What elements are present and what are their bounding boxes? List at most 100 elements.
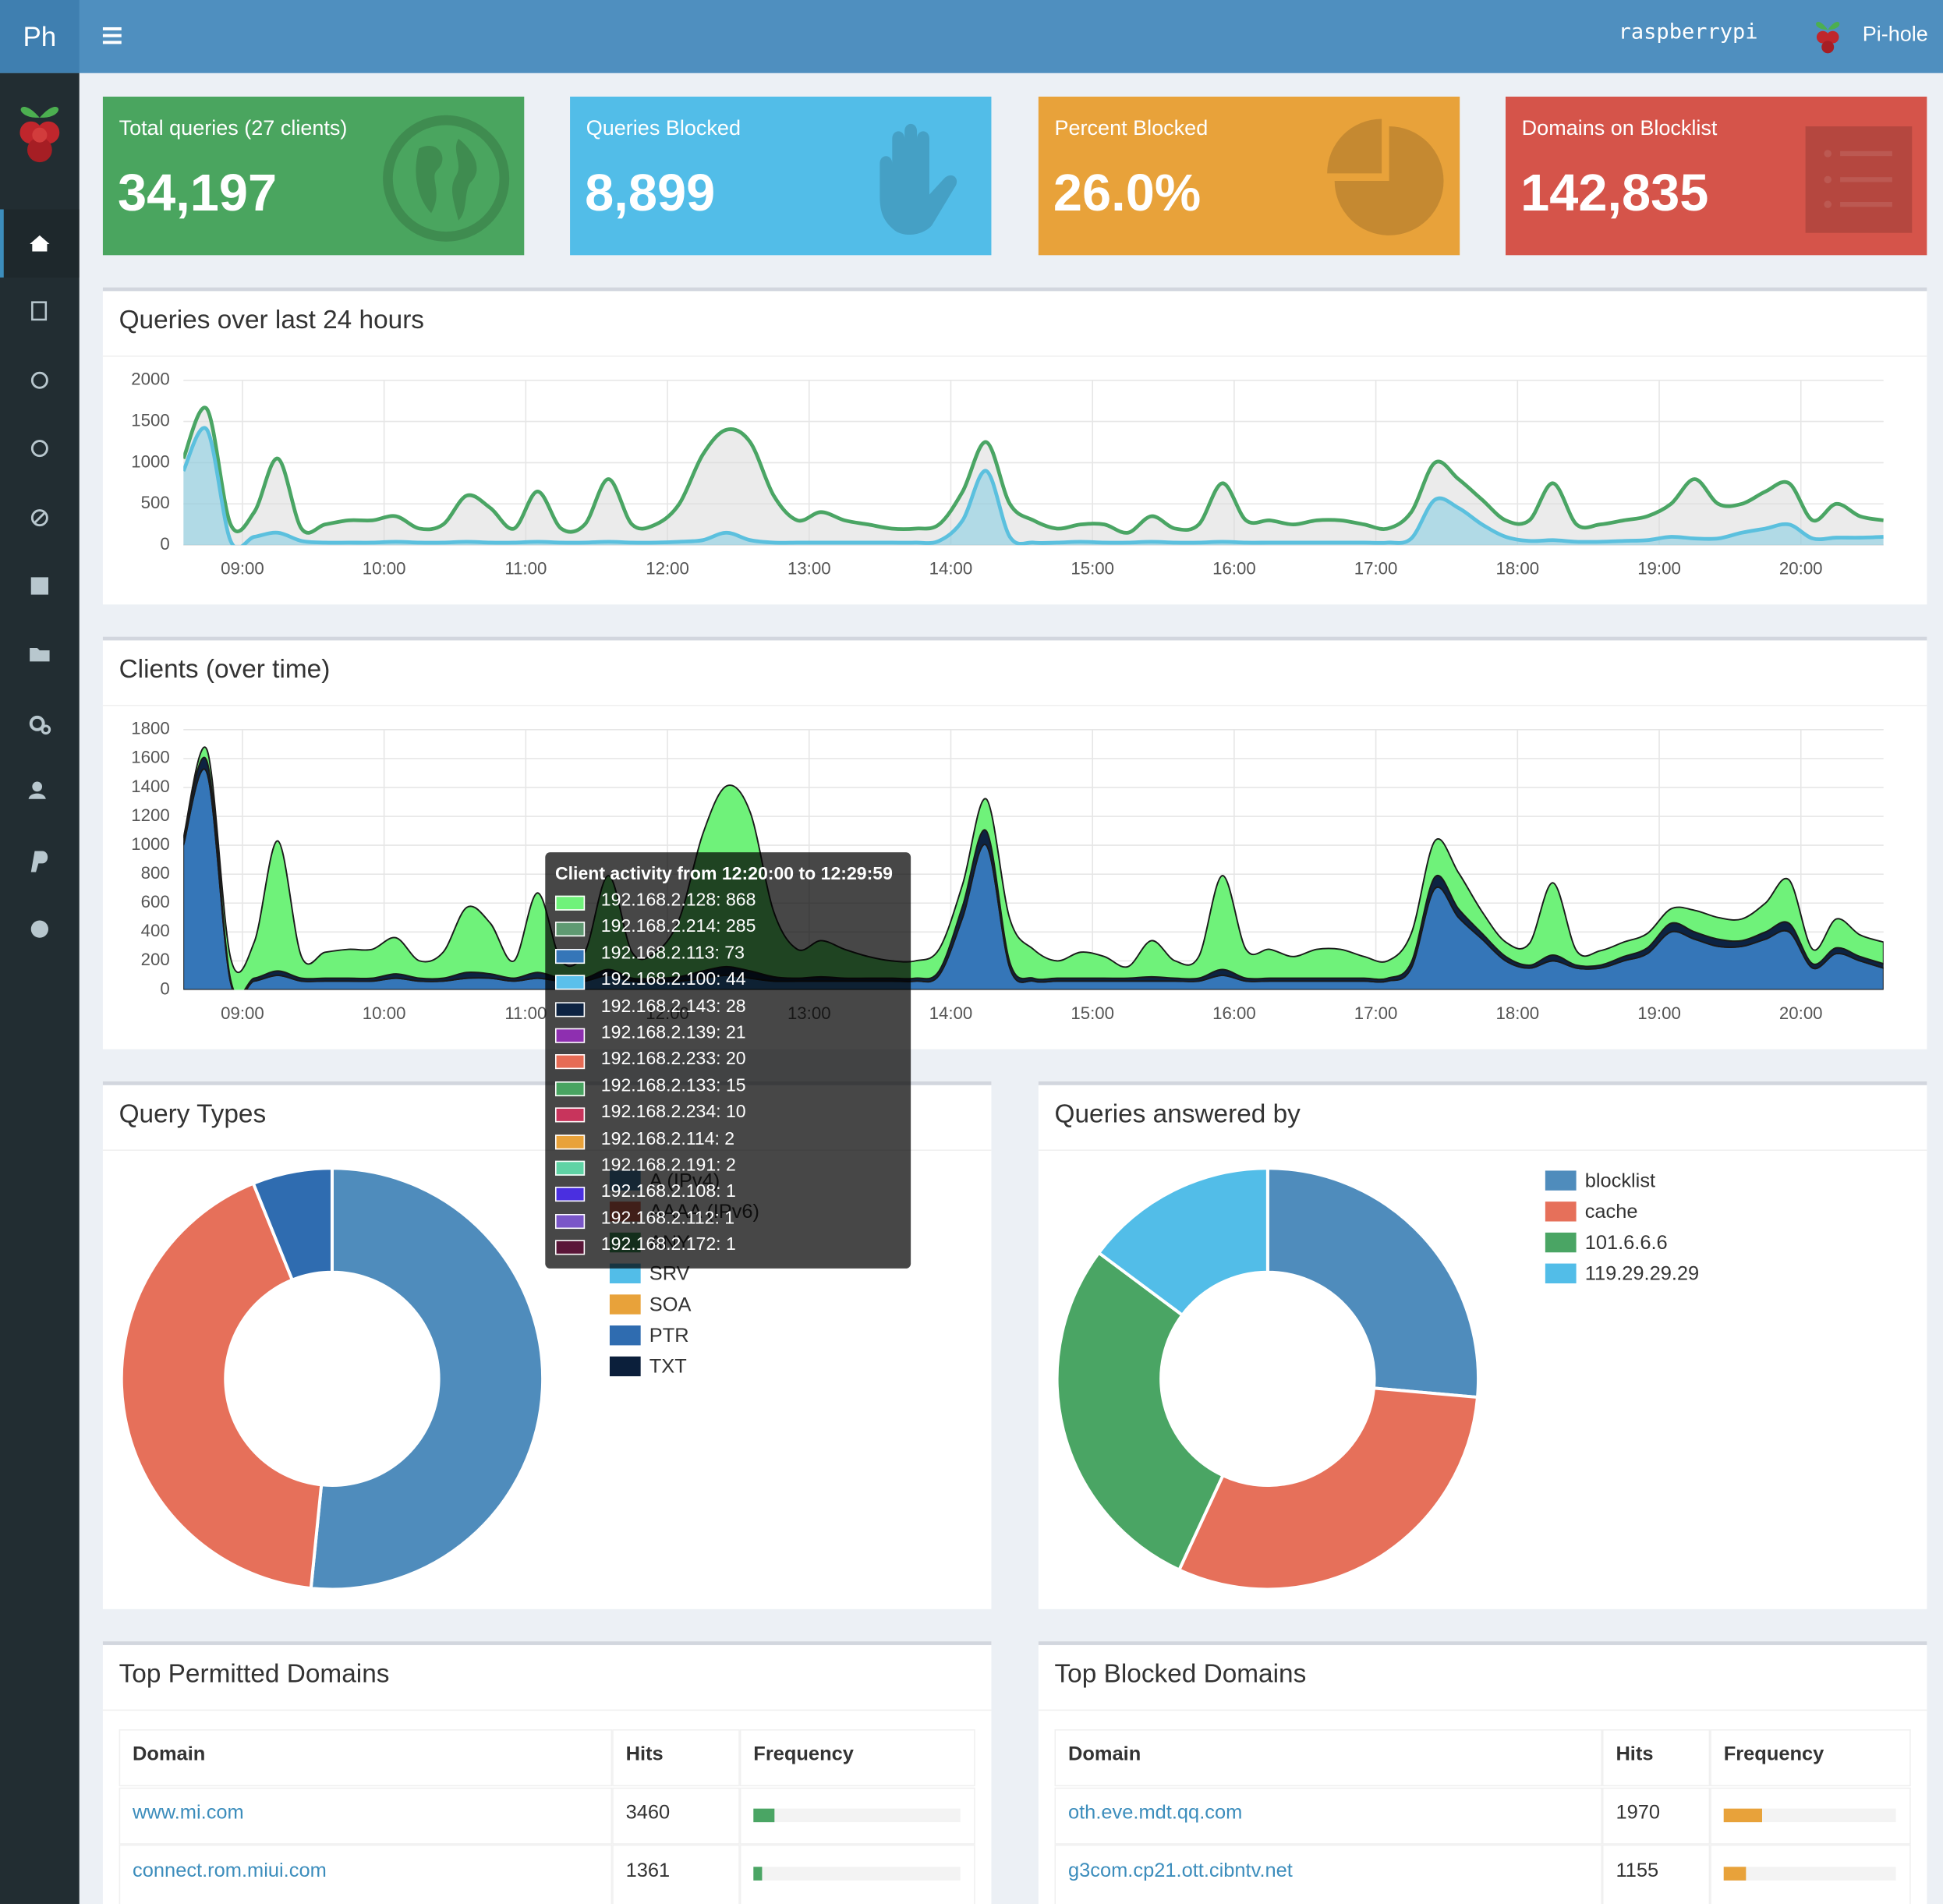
tooltip-swatch (555, 1107, 586, 1123)
tooltip-swatch (555, 975, 586, 990)
stat-box: Percent Blocked 26.0% (1038, 96, 1460, 256)
x-tick-label: 10:00 (363, 1003, 406, 1023)
table-cell-border (739, 1844, 975, 1904)
legend-swatch (1545, 1232, 1577, 1253)
sidebar (0, 73, 80, 1904)
doughnut-segment (1096, 1166, 1269, 1318)
legend-swatch (1545, 1263, 1577, 1283)
legend-label: PTR (649, 1325, 689, 1347)
y-tick-label: 800 (141, 863, 170, 883)
table-cell-border (1710, 1729, 1911, 1787)
domain-link[interactable]: g3com.cp21.ott.cibntv.net (1067, 1860, 1293, 1881)
series-line (183, 405, 1884, 535)
table-cell-border (612, 1844, 740, 1904)
panel: Queries over last 24 hours (102, 287, 1927, 605)
frequency-track (1723, 1808, 1896, 1823)
y-tick-label: 1800 (131, 719, 169, 738)
table-header: Frequency (1723, 1744, 1824, 1766)
x-tick-label: 18:00 (1495, 1003, 1539, 1023)
brand-name[interactable]: Pi-hole (1862, 22, 1928, 46)
tooltip-title: Client activity from 12:20:00 to 12:29:5… (555, 864, 893, 885)
legend-label: 101.6.6.6 (1585, 1232, 1668, 1254)
table-header: Hits (1616, 1744, 1654, 1766)
x-tick-label: 11:00 (504, 559, 547, 579)
legend-label: cache (1585, 1201, 1638, 1223)
sidebar-icons (0, 107, 80, 938)
x-tick-label: 14:00 (929, 559, 973, 579)
frequency-bar (1723, 1866, 1747, 1881)
table-cell-border (1054, 1729, 1602, 1787)
stat-value: 8,899 (585, 163, 716, 222)
globe-icon (383, 115, 510, 242)
table-cell-border (739, 1729, 975, 1787)
table-cell-border (1601, 1844, 1711, 1904)
table-cell-border (1054, 1787, 1602, 1845)
x-tick-label: 16:00 (1212, 1003, 1256, 1023)
stat-value: 34,197 (117, 163, 278, 222)
table-cell-border (1710, 1787, 1911, 1845)
frequency-bar (753, 1808, 775, 1823)
tooltip-swatch (555, 1028, 586, 1043)
tooltip-swatch (555, 1081, 586, 1096)
x-tick-label: 19:00 (1637, 559, 1681, 579)
panel-title: Top Blocked Domains (1054, 1659, 1307, 1689)
panel-title: Query Types (119, 1099, 267, 1129)
domain-link[interactable]: oth.eve.mdt.qq.com (1067, 1802, 1243, 1824)
table-cell-border (612, 1787, 740, 1845)
x-tick-label: 19:00 (1637, 1003, 1681, 1023)
x-tick-label: 17:00 (1354, 1003, 1398, 1023)
tooltip-item: 192.168.2.114: 2 (600, 1129, 735, 1149)
table-cell-border (119, 1844, 613, 1904)
tooltip-item: 192.168.2.214: 285 (600, 917, 756, 937)
y-tick-label: 0 (160, 534, 169, 554)
hits: 1155 (1616, 1860, 1659, 1881)
legend-swatch (1545, 1170, 1577, 1191)
tooltip-item: 192.168.2.139: 21 (600, 1023, 746, 1043)
frequency-track (753, 1866, 961, 1881)
table-header: Domain (1067, 1744, 1141, 1766)
tooltip-swatch (555, 1134, 586, 1149)
menu-toggle[interactable] (99, 23, 126, 50)
y-tick-label: 400 (141, 921, 170, 940)
y-tick-label: 1500 (131, 410, 169, 430)
doughnut-segment (1177, 1386, 1480, 1591)
y-tick-label: 1400 (131, 777, 169, 796)
logo[interactable]: Ph (0, 0, 80, 73)
panel-title: Queries answered by (1054, 1099, 1301, 1129)
pie-icon (1327, 119, 1444, 235)
x-tick-label: 12:00 (646, 559, 689, 579)
series-area (183, 427, 1884, 546)
stat-box: Queries Blocked 8,899 (570, 96, 992, 256)
legend-swatch (609, 1294, 641, 1315)
legend: blocklist cache 101.6.6.6 119.29.29.29 (1545, 1170, 1699, 1285)
table-cell-border (1054, 1844, 1602, 1904)
x-tick-label: 11:00 (504, 1003, 547, 1023)
x-tick-label: 09:00 (221, 1003, 264, 1023)
legend-label: blocklist (1585, 1170, 1655, 1191)
domain-link[interactable]: connect.rom.miui.com (133, 1860, 327, 1881)
hits: 1361 (625, 1860, 671, 1881)
x-tick-label: 10:00 (363, 559, 406, 579)
x-tick-label: 13:00 (787, 559, 831, 579)
table-cell-border (119, 1729, 613, 1787)
tooltip-swatch (555, 1160, 586, 1176)
tooltip-item: 192.168.2.128: 868 (600, 890, 756, 911)
legend-label: 119.29.29.29 (1585, 1263, 1699, 1285)
x-tick-label: 15:00 (1071, 1003, 1114, 1023)
y-tick-label: 200 (141, 950, 170, 969)
tooltip-item: 192.168.2.172: 1 (600, 1235, 736, 1255)
tooltip-swatch (555, 1187, 586, 1202)
frequency-track (753, 1808, 961, 1823)
stat-label: Total queries (27 clients) (119, 116, 348, 140)
tooltip-item: 192.168.2.100: 44 (600, 970, 746, 990)
y-tick-label: 500 (141, 493, 170, 512)
table-header: Domain (133, 1744, 206, 1766)
x-tick-label: 09:00 (221, 559, 264, 579)
domain-link[interactable]: www.mi.com (133, 1802, 244, 1824)
tooltip-item: 192.168.2.143: 28 (600, 996, 746, 1017)
y-tick-label: 1000 (131, 834, 169, 854)
table-cell-border (739, 1787, 975, 1845)
doughnut-segment (1055, 1251, 1226, 1573)
